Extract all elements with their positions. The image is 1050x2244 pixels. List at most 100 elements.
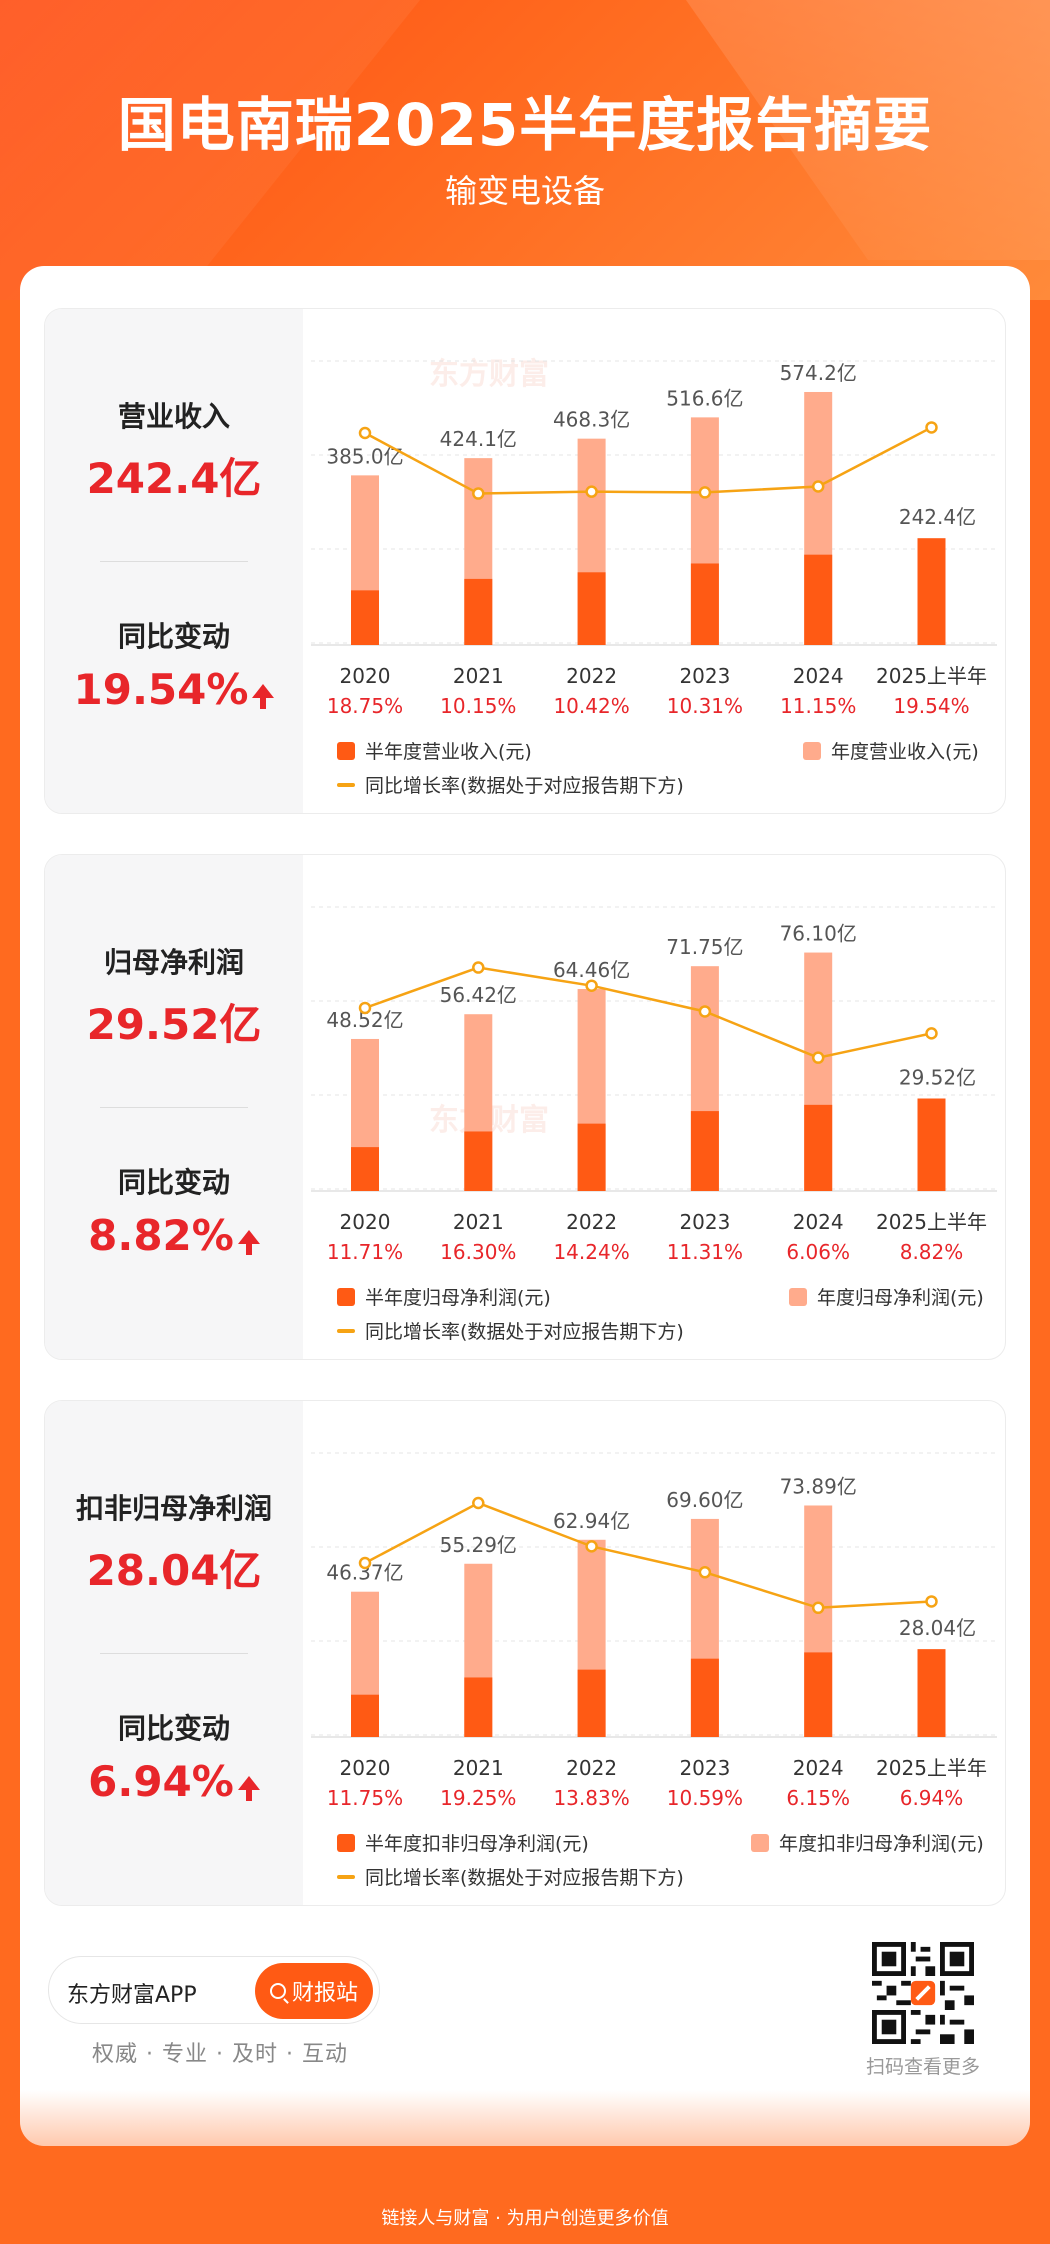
change-label: 同比变动 bbox=[117, 620, 230, 653]
metric-label: 归母净利润 bbox=[103, 946, 244, 979]
growth-rate-label: 10.59% bbox=[667, 1786, 743, 1810]
legend-swatch-half bbox=[337, 1287, 355, 1306]
x-tick-label: 2024 bbox=[793, 1756, 844, 1780]
bar-value-label: 424.1亿 bbox=[440, 427, 517, 451]
legend-annual: 年度归母净利润(元) bbox=[789, 1283, 984, 1310]
page-subtitle: 输变电设备 bbox=[444, 172, 605, 210]
growth-point bbox=[472, 1496, 485, 1510]
bar-value-label: 385.0亿 bbox=[326, 444, 403, 468]
growth-rate-label: 10.31% bbox=[667, 694, 743, 718]
divider bbox=[100, 1107, 248, 1108]
bar-value-label: 28.04亿 bbox=[899, 1616, 976, 1640]
metric-value: 29.52亿 bbox=[86, 1000, 262, 1049]
legend-swatch-half bbox=[337, 1833, 355, 1852]
metric-label: 营业收入 bbox=[117, 400, 230, 433]
half-year-bar bbox=[804, 1652, 833, 1737]
half-year-bar bbox=[917, 1649, 946, 1737]
deducted-net-profit-chart: 46.37亿202011.75%55.29亿202119.25%62.94亿20… bbox=[311, 1452, 997, 1810]
growth-point bbox=[811, 480, 825, 493]
growth-rate-label: 6.94% bbox=[900, 1786, 964, 1810]
x-tick-label: 2025上半年 bbox=[876, 664, 987, 688]
change-value: 19.54% bbox=[73, 665, 249, 714]
growth-rate-label: 19.54% bbox=[893, 694, 969, 718]
growth-rate-label: 14.24% bbox=[553, 1240, 629, 1264]
half-year-bar bbox=[690, 1111, 719, 1191]
growth-point bbox=[585, 1540, 598, 1553]
x-tick-label: 2020 bbox=[340, 1756, 391, 1780]
metric-value: 28.04亿 bbox=[86, 1546, 262, 1595]
bar-value-label: 76.10亿 bbox=[780, 922, 857, 946]
watermark: 东方财富 bbox=[429, 357, 549, 392]
slogan: 权威 · 专业 · 及时 · 互动 bbox=[92, 2042, 348, 2067]
growth-rate-label: 11.71% bbox=[327, 1240, 403, 1264]
x-tick-label: 2021 bbox=[453, 1756, 504, 1780]
growth-point bbox=[585, 485, 598, 498]
search-icon bbox=[269, 1983, 286, 1999]
qr-caption: 扫码查看更多 bbox=[866, 2056, 981, 2078]
legend-annual: 年度扣非归母净利润(元) bbox=[751, 1829, 984, 1856]
app-pill[interactable]: 东方财富APP 财报站 bbox=[48, 1956, 380, 2024]
revenue-chart: 385.0亿 2020 18.75% 424.1亿 2021 10.15% 468.3亿 20… bbox=[311, 360, 997, 718]
app-name: 东方财富APP bbox=[67, 1983, 197, 2008]
half-year-bar bbox=[577, 1123, 606, 1191]
change-label: 同比变动 bbox=[117, 1712, 230, 1745]
x-tick-label: 2022 bbox=[566, 664, 617, 688]
legend-swatch-annual bbox=[803, 741, 821, 760]
change-label: 同比变动 bbox=[117, 1166, 230, 1199]
divider bbox=[100, 1653, 248, 1654]
growth-rate-label: 10.42% bbox=[553, 694, 629, 718]
growth-line bbox=[364, 1501, 932, 1610]
legend-swatch-line bbox=[337, 782, 355, 787]
legend-label: 半年度归母净利润(元) bbox=[365, 1287, 551, 1309]
legend-swatch-line bbox=[337, 1874, 355, 1879]
half-year-bar bbox=[351, 1694, 379, 1737]
growth-line bbox=[364, 966, 932, 1059]
legend-swatch-half bbox=[337, 741, 355, 760]
x-tick-label: 2021 bbox=[453, 1210, 504, 1234]
qr-code-icon[interactable] bbox=[872, 1942, 974, 2044]
growth-point bbox=[925, 1595, 938, 1608]
growth-point bbox=[925, 1027, 938, 1040]
deducted-net-profit-section: 扣非归母净利润 28.04亿 同比变动 6.94% 46.37亿 2020 11.7… bbox=[44, 1400, 1006, 1906]
bar-value-label: 468.3亿 bbox=[553, 408, 630, 432]
legend-swatch-annual bbox=[789, 1287, 807, 1306]
bar-value-label: 55.29亿 bbox=[440, 1533, 517, 1557]
bar-value-label: 29.52亿 bbox=[899, 1066, 976, 1090]
net-profit-chart: 48.52亿202011.71%56.42亿202116.30%64.46亿20… bbox=[311, 906, 997, 1264]
x-tick-label: 2022 bbox=[566, 1210, 617, 1234]
change-value-wrap: 6.94% bbox=[45, 1757, 303, 1806]
net-profit-summary-panel: 归母净利润 29.52亿 同比变动 8.82% bbox=[45, 855, 303, 1359]
net-profit-section: 归母净利润 29.52亿 同比变动 8.82% 东方财富 48.52亿20201… bbox=[44, 854, 1006, 1360]
revenue-section: 营业收入 242.4亿 同比变动 19.54% 东方财富 385.0亿 2020 1… bbox=[44, 308, 1006, 814]
legend-label: 年度营业收入(元) bbox=[831, 741, 979, 763]
growth-rate-label: 8.82% bbox=[900, 1240, 964, 1264]
half-year-bar bbox=[690, 563, 719, 645]
x-tick-label: 2025上半年 bbox=[876, 1210, 987, 1234]
bar-value-label: 574.2亿 bbox=[780, 361, 857, 385]
bar-value-label: 62.94亿 bbox=[553, 1509, 630, 1533]
bar-value-label: 64.46亿 bbox=[553, 958, 630, 982]
bar-value-label: 56.42亿 bbox=[440, 983, 517, 1007]
growth-rate-label: 11.31% bbox=[667, 1240, 743, 1264]
growth-point bbox=[585, 979, 598, 992]
legend-growth: 同比增长率(数据处于对应报告期下方) bbox=[337, 1317, 684, 1344]
financial-report-button[interactable]: 财报站 bbox=[255, 1963, 373, 2019]
legend-annual: 年度营业收入(元) bbox=[803, 737, 979, 764]
growth-point bbox=[698, 1566, 712, 1579]
half-year-bar bbox=[464, 1677, 493, 1737]
half-year-bar bbox=[577, 1669, 606, 1737]
x-tick-label: 2023 bbox=[679, 1756, 730, 1780]
bar-value-label: 516.6亿 bbox=[666, 386, 743, 410]
bottom-wave bbox=[0, 2090, 1050, 2244]
x-tick-label: 2022 bbox=[566, 1756, 617, 1780]
half-year-bar bbox=[917, 538, 946, 645]
growth-point bbox=[472, 961, 485, 974]
growth-rate-label: 10.15% bbox=[440, 694, 516, 718]
legend-swatch-annual bbox=[751, 1833, 769, 1852]
x-tick-label: 2023 bbox=[679, 664, 730, 688]
change-value: 6.94% bbox=[88, 1757, 234, 1806]
legend-label: 同比增长率(数据处于对应报告期下方) bbox=[365, 1867, 684, 1889]
bar-value-label: 69.60亿 bbox=[666, 1488, 743, 1512]
legend-label: 同比增长率(数据处于对应报告期下方) bbox=[365, 775, 684, 797]
legend-label: 年度扣非归母净利润(元) bbox=[779, 1833, 984, 1855]
